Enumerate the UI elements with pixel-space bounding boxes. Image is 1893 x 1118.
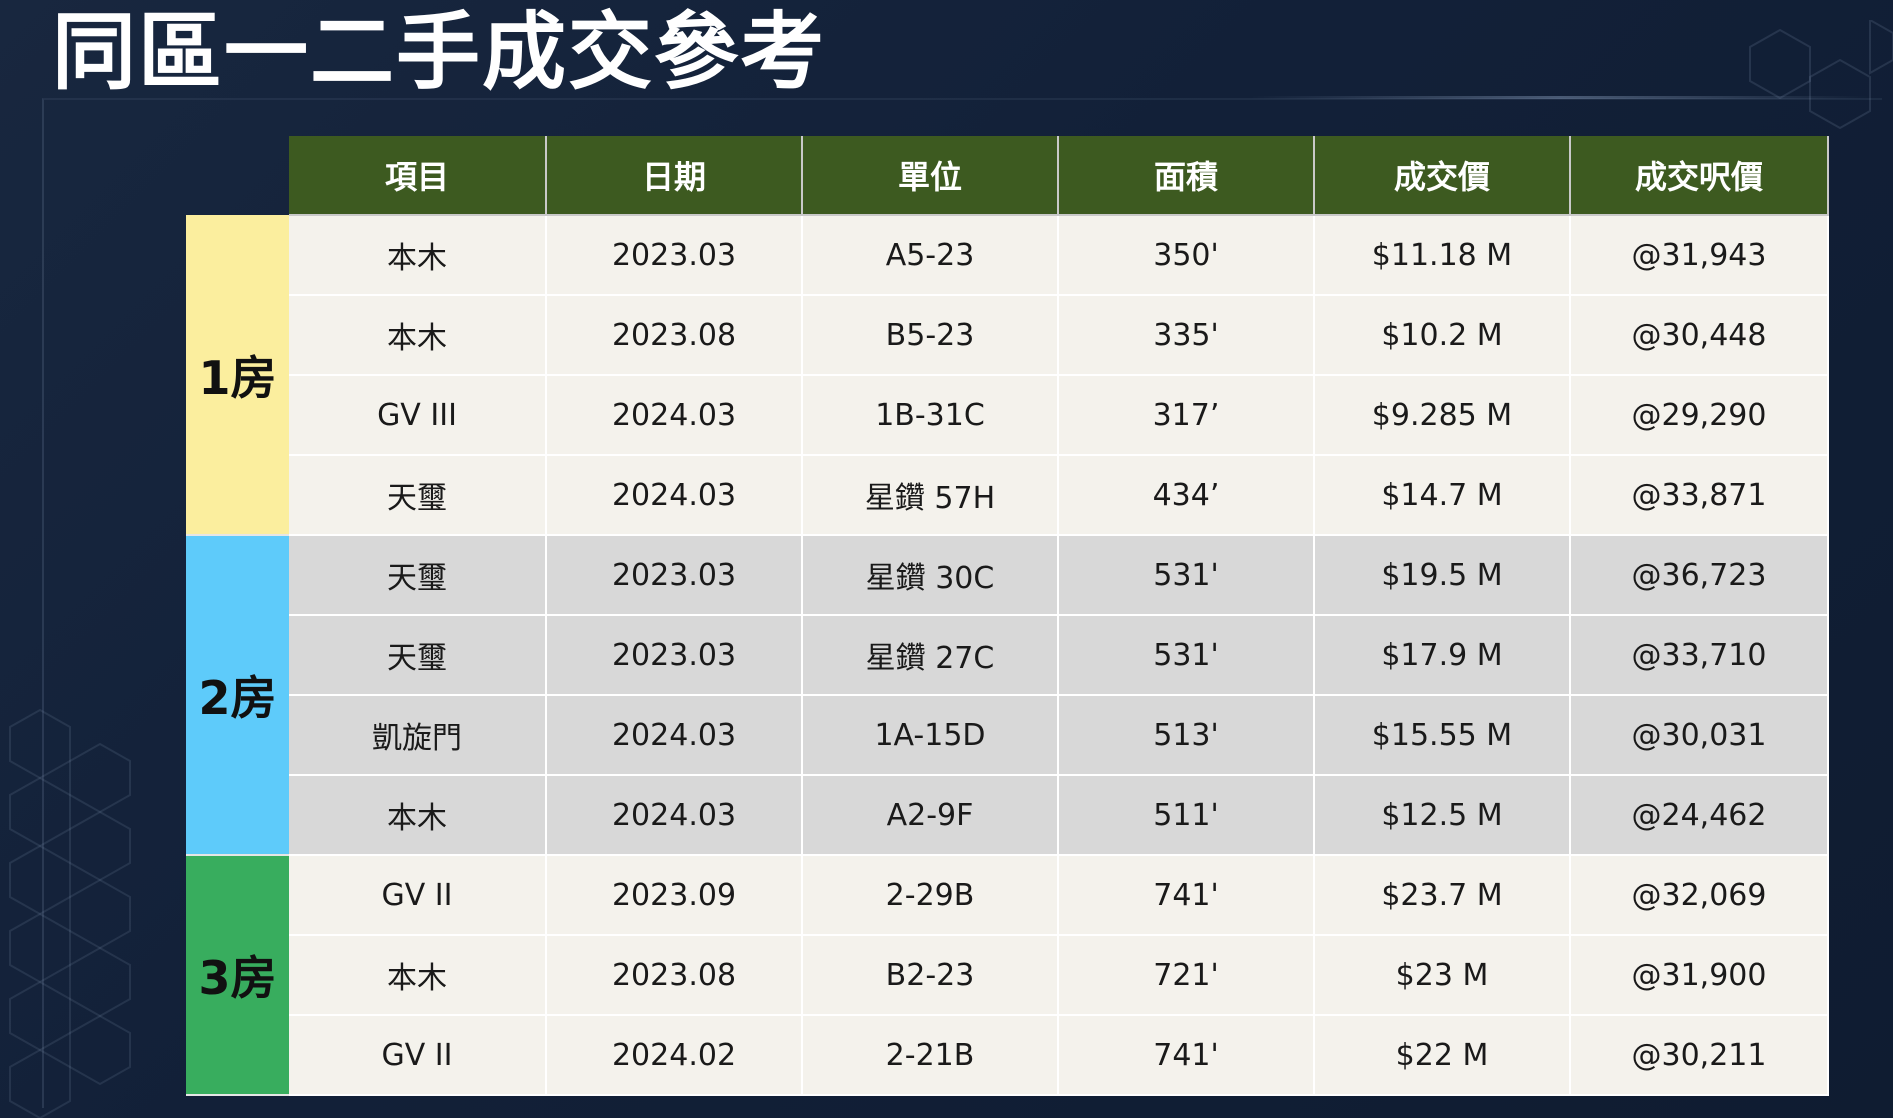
cell-price-per-sqft: @36,723 <box>1570 535 1829 616</box>
cell-area: 721' <box>1058 935 1315 1016</box>
cell-unit: 星鑽 30C <box>802 535 1059 616</box>
column-header-project: 項目 <box>289 136 547 216</box>
cell-price-per-sqft: @31,900 <box>1570 935 1829 1016</box>
cell-project: 凱旋門 <box>289 695 547 776</box>
cell-date: 2023.03 <box>546 615 803 696</box>
room-type-label: 3房 <box>186 855 289 1096</box>
cell-project: 本木 <box>289 215 547 296</box>
cell-unit: B2-23 <box>802 935 1059 1016</box>
cell-area: 350' <box>1058 215 1315 296</box>
table-row: 天璽 2024.03 星鑽 57H 434’ $14.7 M @33,871 <box>186 455 1829 536</box>
cell-area: 741' <box>1058 1015 1315 1096</box>
table-body: 1房 本木 2023.03 A5-23 350' $11.18 M @31,943 本木 202… <box>186 215 1829 1096</box>
room-type-label: 2房 <box>186 535 289 856</box>
cell-project: GV II <box>289 855 547 936</box>
background-accent-line <box>1250 96 1870 99</box>
column-header-price-per-sqft: 成交呎價 <box>1570 136 1829 216</box>
cell-price-per-sqft: @31,943 <box>1570 215 1829 296</box>
cell-price: $10.2 M <box>1314 295 1571 376</box>
cell-date: 2023.03 <box>546 215 803 296</box>
cell-unit: 星鑽 27C <box>802 615 1059 696</box>
table-row: 1房 本木 2023.03 A5-23 350' $11.18 M @31,943 <box>186 215 1829 536</box>
cell-price-per-sqft: @30,211 <box>1570 1015 1829 1096</box>
cell-price: $23.7 M <box>1314 855 1571 936</box>
cell-area: 741' <box>1058 855 1315 936</box>
table-header-row: 項目 日期 單位 面積 成交價 成交呎價 <box>186 136 1829 216</box>
header-corner <box>186 136 289 215</box>
table-row: GV II 2024.02 2-21B 741' $22 M @30,211 <box>186 1015 1829 1096</box>
cell-date: 2023.08 <box>546 935 803 1016</box>
cell-unit: 2-21B <box>802 1015 1059 1096</box>
cell-price-per-sqft: @30,031 <box>1570 695 1829 776</box>
cell-price-per-sqft: @30,448 <box>1570 295 1829 376</box>
cell-project: 本木 <box>289 775 547 856</box>
cell-unit: 1A-15D <box>802 695 1059 776</box>
cell-project: GV II <box>289 1015 547 1096</box>
cell-price: $17.9 M <box>1314 615 1571 696</box>
cell-unit: A2-9F <box>802 775 1059 856</box>
cell-date: 2024.03 <box>546 775 803 856</box>
cell-price-per-sqft: @33,871 <box>1570 455 1829 536</box>
cell-area: 513' <box>1058 695 1315 776</box>
cell-project: 天璽 <box>289 455 547 536</box>
table-row: 本木 2023.08 B2-23 721' $23 M @31,900 <box>186 935 1829 1016</box>
column-header-area: 面積 <box>1058 136 1315 216</box>
table-row: 天璽 2023.03 星鑽 27C 531' $17.9 M @33,710 <box>186 615 1829 696</box>
cell-area: 434’ <box>1058 455 1315 536</box>
cell-price: $11.18 M <box>1314 215 1571 296</box>
table-row: 凱旋門 2024.03 1A-15D 513' $15.55 M @30,031 <box>186 695 1829 776</box>
cell-unit: A5-23 <box>802 215 1059 296</box>
cell-date: 2023.03 <box>546 535 803 616</box>
cell-date: 2024.03 <box>546 455 803 536</box>
cell-unit: 1B-31C <box>802 375 1059 456</box>
table-row: GV III 2024.03 1B-31C 317’ $9.285 M @29,290 <box>186 375 1829 456</box>
background-frame <box>42 98 1882 1108</box>
column-header-price: 成交價 <box>1314 136 1571 216</box>
cell-project: GV III <box>289 375 547 456</box>
cell-project: 天璽 <box>289 615 547 696</box>
cell-price: $9.285 M <box>1314 375 1571 456</box>
cell-date: 2024.02 <box>546 1015 803 1096</box>
cell-project: 天璽 <box>289 535 547 616</box>
cell-price: $15.55 M <box>1314 695 1571 776</box>
cell-unit: 2-29B <box>802 855 1059 936</box>
column-header-date: 日期 <box>546 136 803 216</box>
cell-price-per-sqft: @29,290 <box>1570 375 1829 456</box>
cell-price: $23 M <box>1314 935 1571 1016</box>
transactions-table: 項目 日期 單位 面積 成交價 成交呎價 1房 本木 2023.03 A5-23 350… <box>186 136 1829 1096</box>
table-row: 3房 GV II 2023.09 2-29B 741' $23.7 M @32,069 <box>186 855 1829 1096</box>
cell-project: 本木 <box>289 935 547 1016</box>
column-header-unit: 單位 <box>802 136 1059 216</box>
table-row: 2房 天璽 2023.03 星鑽 30C 531' $19.5 M @36,723 <box>186 535 1829 856</box>
cell-area: 531' <box>1058 615 1315 696</box>
table-row: 本木 2024.03 A2-9F 511' $12.5 M @24,462 <box>186 775 1829 856</box>
cell-price-per-sqft: @33,710 <box>1570 615 1829 696</box>
page-title: 同區一二手成交參考 <box>52 3 827 101</box>
cell-unit: 星鑽 57H <box>802 455 1059 536</box>
cell-price: $12.5 M <box>1314 775 1571 856</box>
cell-date: 2023.08 <box>546 295 803 376</box>
cell-date: 2023.09 <box>546 855 803 936</box>
cell-date: 2024.03 <box>546 375 803 456</box>
cell-project: 本木 <box>289 295 547 376</box>
room-type-label: 1房 <box>186 215 289 536</box>
cell-area: 531' <box>1058 535 1315 616</box>
cell-area: 317’ <box>1058 375 1315 456</box>
cell-unit: B5-23 <box>802 295 1059 376</box>
cell-price-per-sqft: @32,069 <box>1570 855 1829 936</box>
cell-price-per-sqft: @24,462 <box>1570 775 1829 856</box>
cell-area: 511' <box>1058 775 1315 856</box>
table-row: 本木 2023.08 B5-23 335' $10.2 M @30,448 <box>186 295 1829 376</box>
cell-area: 335' <box>1058 295 1315 376</box>
cell-price: $22 M <box>1314 1015 1571 1096</box>
corner-pattern-decoration <box>1749 20 1893 130</box>
cell-price: $19.5 M <box>1314 535 1571 616</box>
transactions-table-container: 項目 日期 單位 面積 成交價 成交呎價 1房 本木 2023.03 A5-23 350… <box>186 136 1829 1096</box>
hexagon-pattern-decoration <box>9 708 131 1118</box>
cell-date: 2024.03 <box>546 695 803 776</box>
cell-price: $14.7 M <box>1314 455 1571 536</box>
